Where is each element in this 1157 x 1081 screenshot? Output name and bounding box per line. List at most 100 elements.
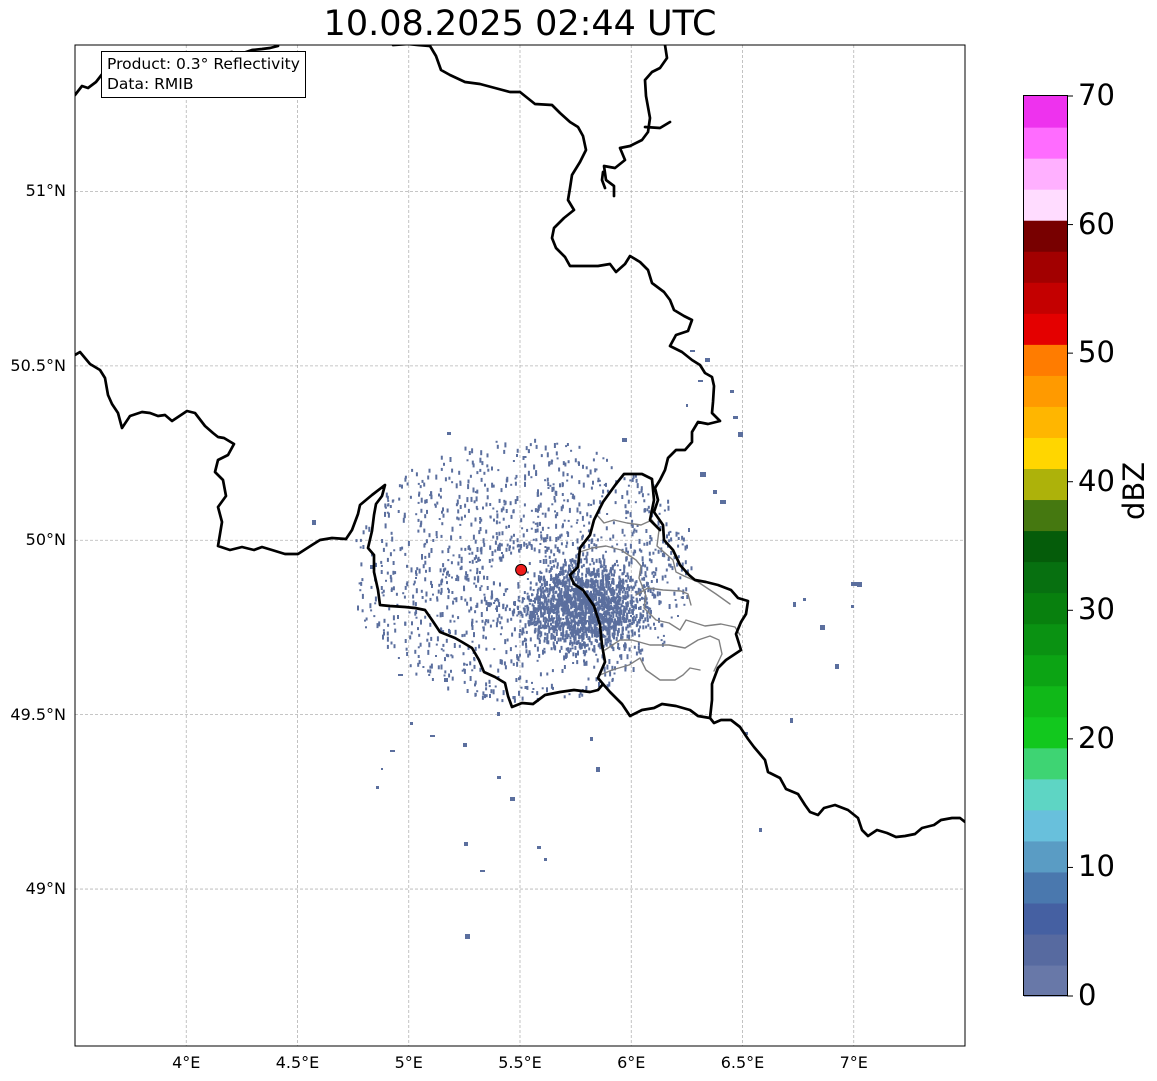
echo-pixel [638,548,641,552]
echo-pixel [530,598,532,602]
echo-pixel [642,609,645,613]
echo-pixel [553,495,556,500]
echo-pixel [532,608,535,613]
echo-pixel [421,554,423,557]
echo-pixel [556,580,559,586]
echo-pixel [607,617,610,621]
echo-pixel [464,575,467,580]
echo-pixel [381,768,383,770]
echo-pixel [529,637,532,642]
echo-pixel [591,546,594,552]
echo-pixel [598,631,601,634]
echo-pixel [566,578,569,582]
echo-pixel [541,601,543,605]
echo-pixel [560,571,563,575]
echo-pixel [460,556,463,560]
echo-pixel [548,555,551,559]
echo-pixel [542,649,544,655]
echo-pixel [618,603,621,606]
echo-pixel [549,560,552,565]
echo-pixel [435,643,438,646]
echo-pixel [576,627,579,631]
echo-pixel [576,573,579,577]
echo-pixel [427,649,430,655]
echo-pixel [620,579,623,583]
echo-pixel [544,546,547,548]
echo-pixel [449,457,452,462]
echo-pixel [548,614,550,619]
echo-pixel [550,647,553,651]
echo-pixel [553,553,556,557]
echo-pixel [657,549,660,554]
echo-pixel [536,491,539,497]
echo-pixel [532,688,535,690]
echo-pixel [679,576,682,580]
echo-pixel [621,572,624,576]
echo-pixel [590,603,593,608]
echo-pixel [536,634,539,640]
echo-pixel [659,526,662,529]
echo-pixel [386,557,389,562]
echo-pixel [570,449,573,452]
echo-pixel [644,571,647,577]
echo-pixel [577,575,580,581]
echo-pixel [528,541,531,546]
echo-pixel [584,607,587,611]
echo-pixel [582,599,585,605]
echo-pixel [436,636,439,642]
echo-pixel [588,569,590,575]
echo-pixel [604,671,607,677]
echo-pixel [567,608,570,614]
echo-pixel [540,454,543,458]
echo-pixel [450,561,453,565]
echo-pixel [576,519,579,522]
echo-pixel [632,600,635,603]
echo-pixel [496,535,499,540]
echo-pixel [421,556,423,560]
echo-pixel [581,623,584,629]
echo-pixel [510,535,513,539]
echo-pixel [519,619,522,623]
echo-pixel [403,512,406,518]
echo-pixel [641,556,644,562]
echo-pixel [423,543,426,548]
echo-pixel [563,695,566,699]
echo-pixel [599,484,602,487]
echo-pixel [664,574,667,578]
echo-pixel [631,632,634,637]
echo-pixel [650,580,653,583]
echo-pixel [626,634,629,639]
echo-pixel [585,606,588,610]
echo-pixel [417,518,420,522]
echo-pixel [596,572,599,576]
echo-pixel [619,614,622,619]
echo-pixel [612,577,615,582]
echo-pixel [600,614,603,620]
echo-pixel [586,551,589,556]
echo-pixel [574,629,577,632]
echo-pixel [485,529,488,534]
echo-pixel [566,479,569,482]
echo-pixel [574,621,577,625]
echo-pixel [625,547,628,553]
echo-pixel [611,566,614,571]
echo-pixel [620,609,623,615]
echo-pixel [430,663,433,669]
echo-pixel [536,528,539,533]
echo-pixel [556,594,559,597]
echo-pixel [504,665,507,670]
echo-pixel [577,650,579,656]
echo-pixel [440,591,443,595]
echo-pixel [389,552,392,557]
echo-pixel [622,595,625,600]
echo-pixel [404,475,407,479]
echo-pixel [546,477,549,482]
echo-pixel [481,619,484,623]
echo-pixel [593,593,596,596]
echo-pixel [516,454,518,457]
colorbar-segment [1024,871,1067,904]
echo-pixel [437,589,440,594]
echo-pixel [620,656,623,660]
echo-pixel [575,652,577,658]
